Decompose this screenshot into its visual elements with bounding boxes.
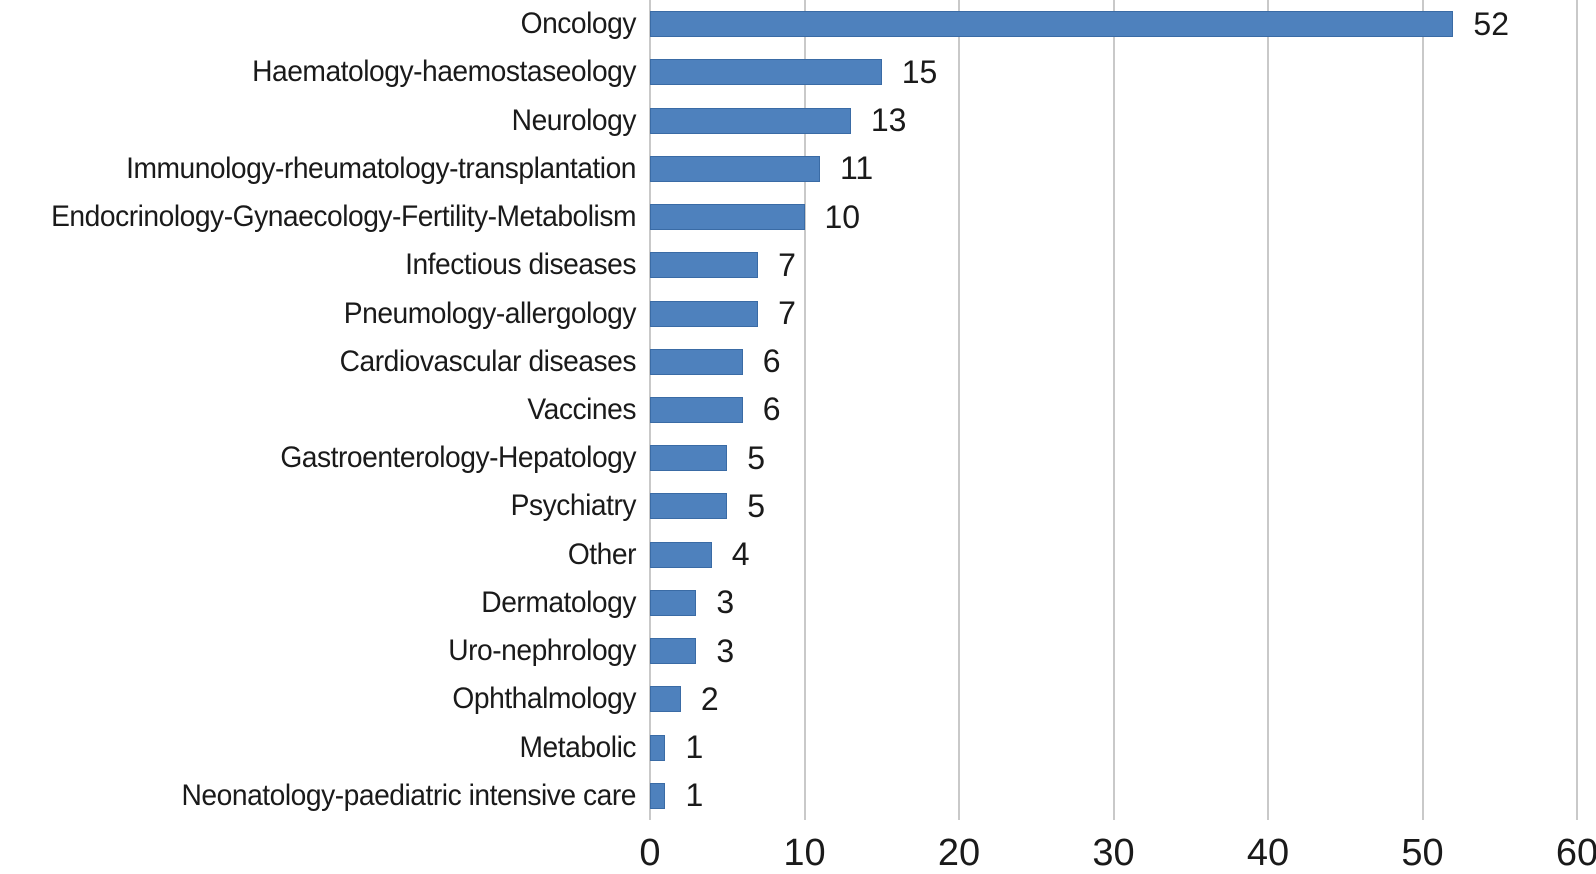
- value-label: 11: [839, 150, 874, 187]
- category-label: Gastroenterology-Hepatology: [280, 441, 636, 475]
- value-label: 1: [685, 729, 704, 766]
- bar: [650, 541, 712, 568]
- bar-row: Neonatology-paediatric intensive care 1: [0, 772, 1596, 820]
- bar: [650, 782, 666, 809]
- bar-row: Other 4: [0, 531, 1596, 579]
- category-label: Endocrinology-Gynaecology-Fertility-Meta…: [51, 200, 637, 234]
- bar-row: Dermatology 3: [0, 579, 1596, 627]
- gridline: [1112, 0, 1115, 820]
- bar: [650, 204, 805, 231]
- gridline: [1267, 0, 1269, 820]
- bar-row: Infectious diseases 7: [0, 241, 1596, 289]
- bar: [650, 11, 1454, 38]
- value-label: 13: [870, 102, 907, 139]
- bar-row: Psychiatry 5: [0, 482, 1596, 530]
- category-label: Cardiovascular diseases: [339, 344, 637, 378]
- category-label: Metabolic: [519, 730, 637, 764]
- category-label: Neonatology-paediatric intensive care: [181, 778, 637, 812]
- bar: [650, 59, 882, 86]
- gridline: [803, 0, 806, 820]
- bar: [650, 734, 666, 761]
- value-label: 7: [778, 295, 796, 332]
- x-tick-label: 30: [1092, 832, 1135, 874]
- bar: [650, 396, 743, 423]
- category-label: Vaccines: [527, 392, 636, 426]
- category-label: Uro-nephrology: [448, 634, 636, 668]
- value-label: 10: [824, 198, 861, 235]
- value-label: 6: [762, 343, 781, 380]
- category-label: Infectious diseases: [405, 248, 636, 282]
- category-label: Ophthalmology: [452, 682, 636, 716]
- category-label: Dermatology: [481, 585, 636, 619]
- bar-row: Vaccines 6: [0, 386, 1596, 434]
- bar-row: Endocrinology-Gynaecology-Fertility-Meta…: [0, 193, 1596, 241]
- gridline: [1576, 0, 1578, 820]
- category-label: Haematology-haemostaseology: [252, 55, 637, 89]
- bar: [650, 686, 681, 713]
- bar-row: Neurology 13: [0, 96, 1596, 144]
- value-label: 15: [901, 53, 938, 90]
- x-tick-label: 40: [1246, 832, 1290, 874]
- bar-row: Pneumology-allergology 7: [0, 289, 1596, 337]
- bar-row: Haematology-haemostaseology 15: [0, 48, 1596, 96]
- category-label: Immunology-rheumatology-transplantation: [126, 151, 636, 185]
- x-tick-label: 10: [783, 832, 826, 874]
- bar: [650, 493, 728, 520]
- value-label: 6: [762, 391, 781, 428]
- bar-row: Gastroenterology-Hepatology 5: [0, 434, 1596, 482]
- x-tick-label: 0: [639, 832, 661, 874]
- category-label: Pneumology-allergology: [343, 296, 637, 330]
- value-label: 1: [685, 777, 704, 814]
- bar: [650, 155, 820, 182]
- bar-row: Metabolic 1: [0, 724, 1596, 772]
- x-tick-label: 60: [1555, 832, 1596, 874]
- category-label: Neurology: [511, 103, 637, 137]
- x-tick-label: 20: [937, 832, 981, 874]
- category-label: Psychiatry: [510, 489, 637, 523]
- x-tick-label: 50: [1401, 832, 1444, 874]
- bar-row: Ophthalmology 2: [0, 675, 1596, 723]
- bar-row: Oncology 52: [0, 0, 1596, 48]
- bar: [650, 252, 759, 279]
- value-label: 3: [716, 584, 735, 621]
- category-label: Other: [567, 537, 637, 571]
- bar-row: Uro-nephrology 3: [0, 627, 1596, 675]
- bar-row: Cardiovascular diseases 6: [0, 338, 1596, 386]
- bar: [650, 589, 697, 616]
- value-label: 5: [747, 487, 766, 524]
- gridline: [1421, 0, 1424, 820]
- value-label: 5: [747, 439, 766, 476]
- bar: [650, 107, 851, 134]
- bar: [650, 638, 697, 665]
- bar: [650, 348, 743, 375]
- value-label: 3: [716, 632, 735, 669]
- bar: [650, 300, 759, 327]
- value-label: 2: [700, 680, 719, 717]
- gridline: [958, 0, 960, 820]
- value-label: 7: [778, 246, 796, 283]
- bar: [650, 445, 728, 472]
- value-label: 52: [1473, 5, 1509, 42]
- value-label: 4: [731, 536, 750, 573]
- bar-row: Immunology-rheumatology-transplantation 1…: [0, 145, 1596, 193]
- category-label: Oncology: [520, 7, 637, 41]
